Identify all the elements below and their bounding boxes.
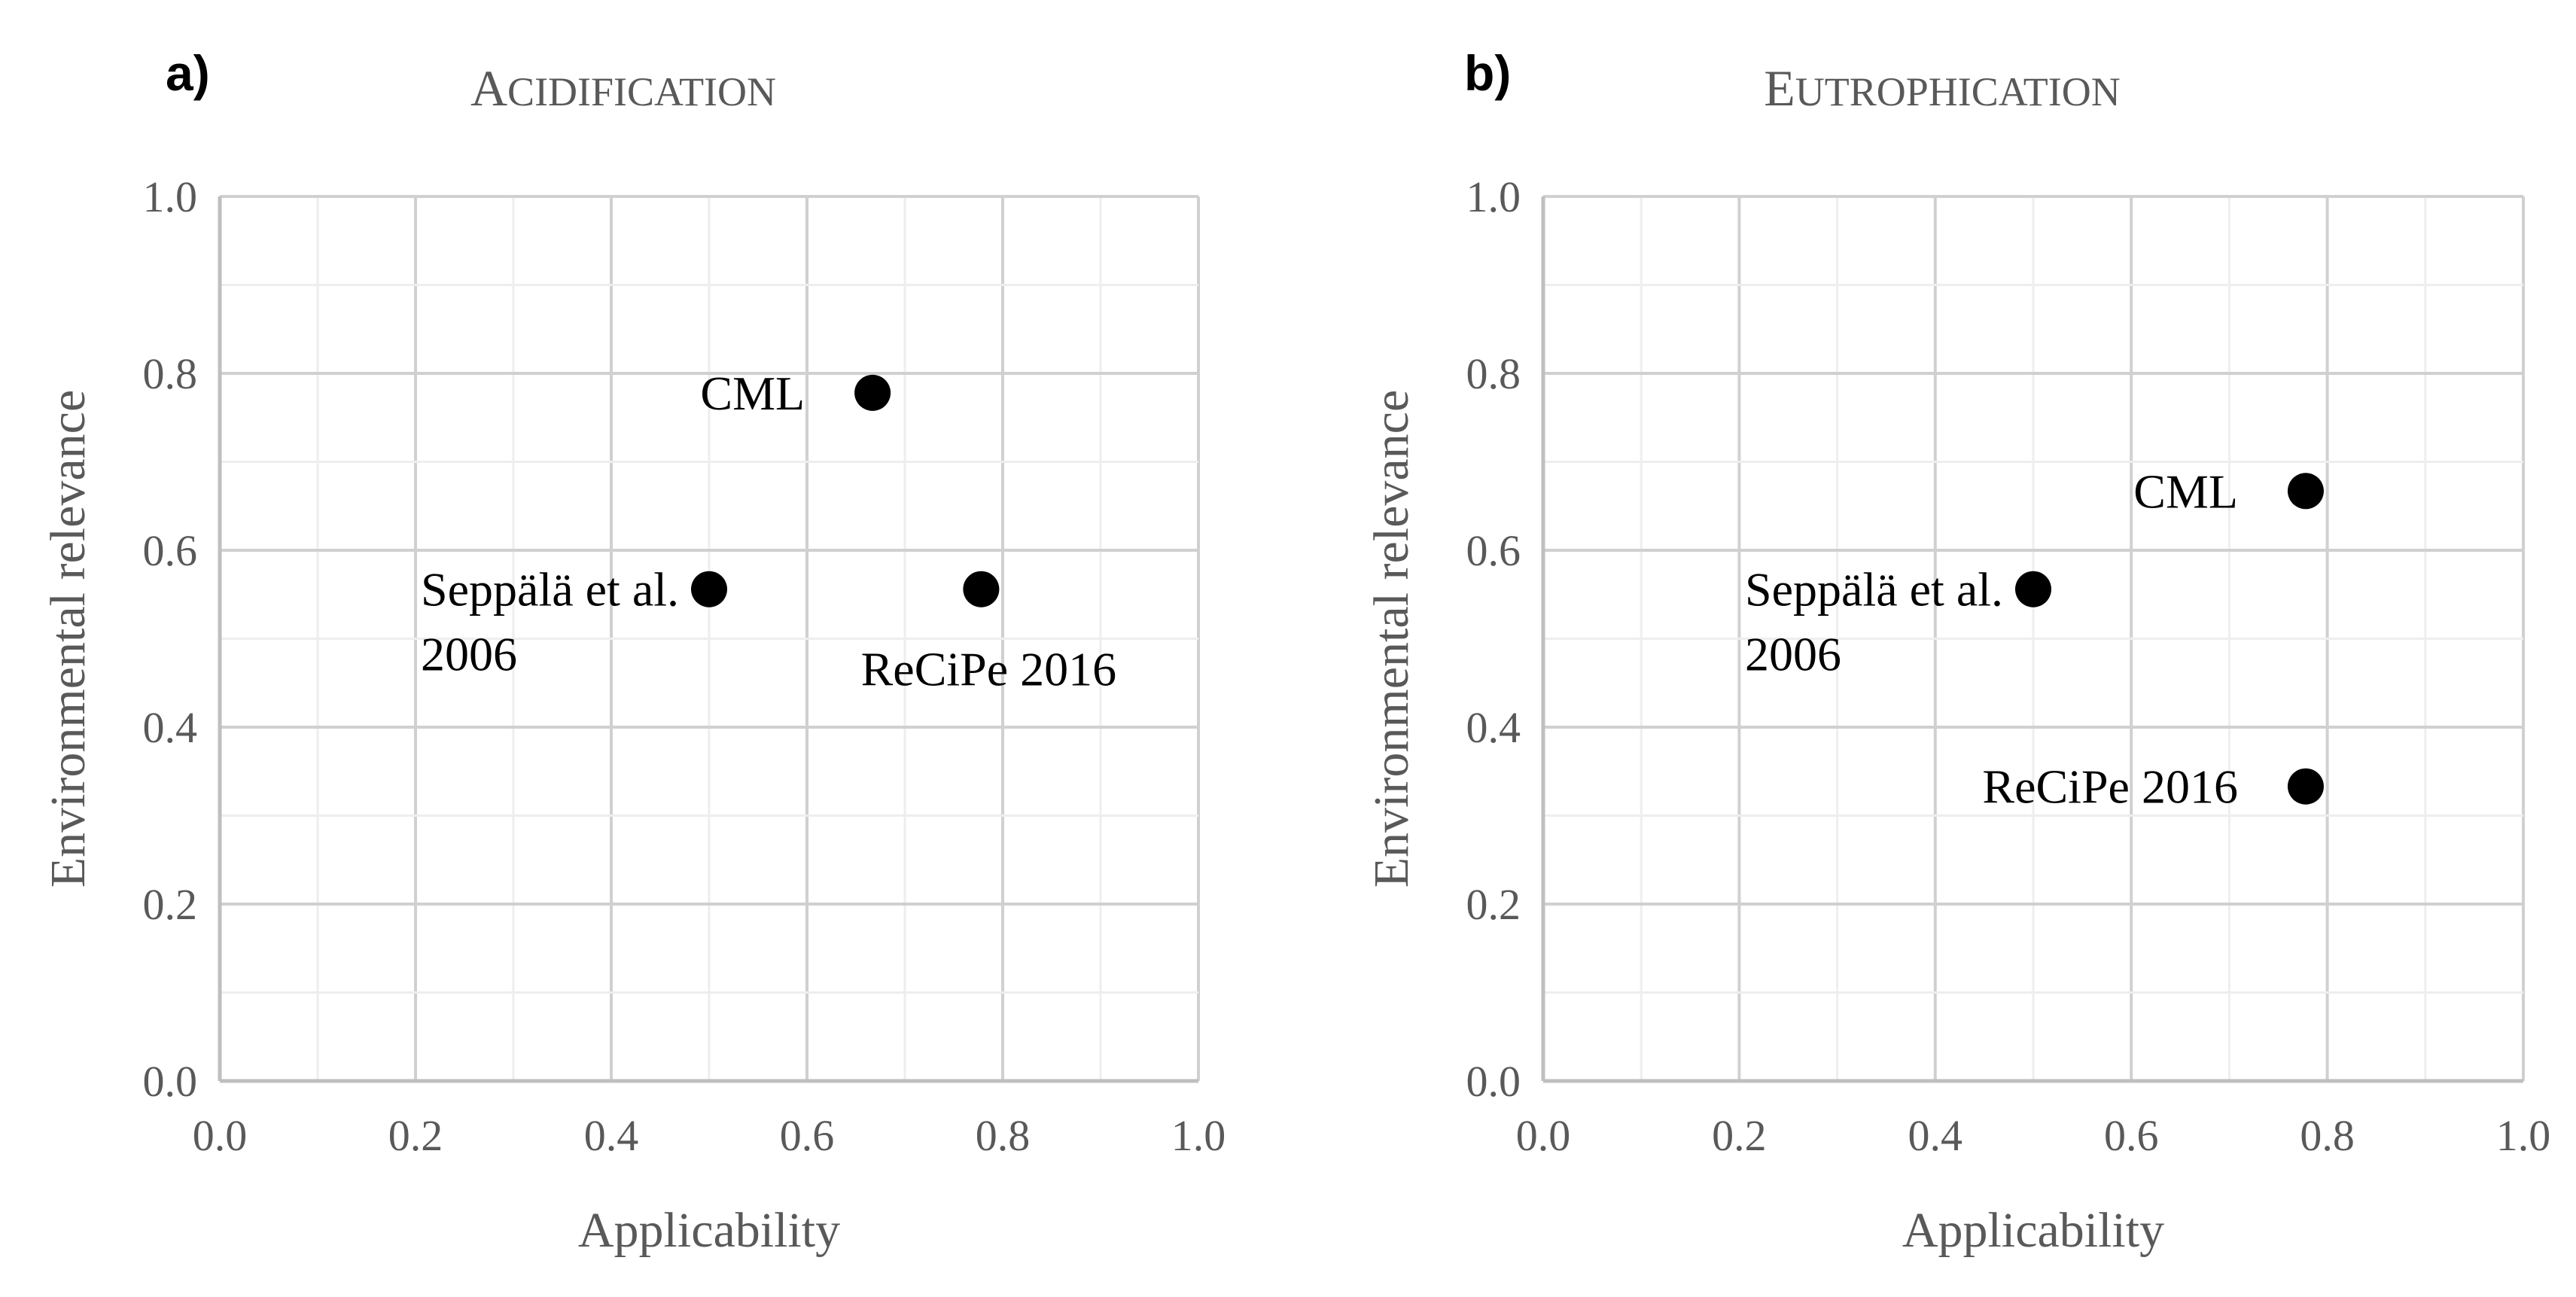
chart-title: ACIDIFICATION (470, 59, 776, 117)
x-tick-label: 1.0 (2496, 1111, 2551, 1160)
x-axis-title: Applicability (578, 1203, 840, 1258)
panel-label: b) (1464, 45, 1511, 101)
data-point-cml (854, 374, 891, 411)
y-axis-title: Environmental relevance (41, 390, 96, 888)
x-tick-label: 1.0 (1171, 1111, 1226, 1160)
x-tick-label: 0.8 (2300, 1111, 2355, 1160)
chart-panel-b: 0.0 0.0 0.2 0.2 0.4 0.4 0.6 0.6 0.8 0.8 1.0 1.0 Appl… (1364, 45, 2550, 1258)
data-point-sepp-l-et-al-2006 (691, 571, 727, 607)
y-tick-label: 0.4 (1466, 703, 1521, 752)
y-tick-label: 0.6 (143, 526, 198, 575)
x-tick-label: 0.0 (1516, 1111, 1571, 1160)
point-label-recipe-2016: ReCiPe 2016 (861, 643, 1117, 696)
point-label-cml: CML (700, 367, 805, 420)
x-tick-label: 0.0 (193, 1111, 248, 1160)
y-tick-label: 0.8 (143, 349, 198, 398)
x-tick-label: 0.8 (976, 1111, 1031, 1160)
y-axis-title: Environmental relevance (1364, 390, 1419, 888)
chart-title: EUTROPHICATION (1764, 59, 2121, 117)
y-tick-label: 0.4 (143, 703, 198, 752)
y-tick-label: 0.2 (1466, 880, 1521, 929)
point-label-cml: CML (2133, 464, 2238, 518)
data-point-recipe-2016 (2287, 768, 2324, 805)
panel-label: a) (166, 45, 210, 101)
x-axis-title: Applicability (1902, 1203, 2164, 1258)
data-point-recipe-2016 (963, 571, 1000, 607)
data-point-sepp-l-et-al-2006 (2015, 571, 2051, 607)
x-tick-label: 0.2 (388, 1111, 443, 1160)
y-tick-label: 0.6 (1466, 526, 1521, 575)
point-label-recipe-2016: ReCiPe 2016 (1982, 760, 2238, 814)
y-tick-label: 0.8 (1466, 349, 1521, 398)
chart-panel-a: 0.0 0.0 0.2 0.2 0.4 0.4 0.6 0.6 0.8 0.8 1.0 1.0 Appl… (41, 45, 1226, 1258)
y-tick-label: 1.0 (143, 172, 198, 221)
data-point-cml (2287, 473, 2324, 510)
y-tick-label: 1.0 (1466, 172, 1521, 221)
x-tick-label: 0.4 (584, 1111, 639, 1160)
y-tick-label: 0.2 (143, 880, 198, 929)
y-tick-label: 0.0 (143, 1057, 198, 1106)
x-tick-label: 0.6 (780, 1111, 835, 1160)
x-tick-label: 0.4 (1908, 1111, 1963, 1160)
y-tick-label: 0.0 (1466, 1057, 1521, 1106)
point-label-sepp-l-et-al-2006: Seppälä et al. 2006 (421, 563, 679, 681)
x-tick-label: 0.2 (1712, 1111, 1767, 1160)
point-label-sepp-l-et-al-2006: Seppälä et al. 2006 (1745, 563, 2003, 681)
x-tick-label: 0.6 (2104, 1111, 2159, 1160)
